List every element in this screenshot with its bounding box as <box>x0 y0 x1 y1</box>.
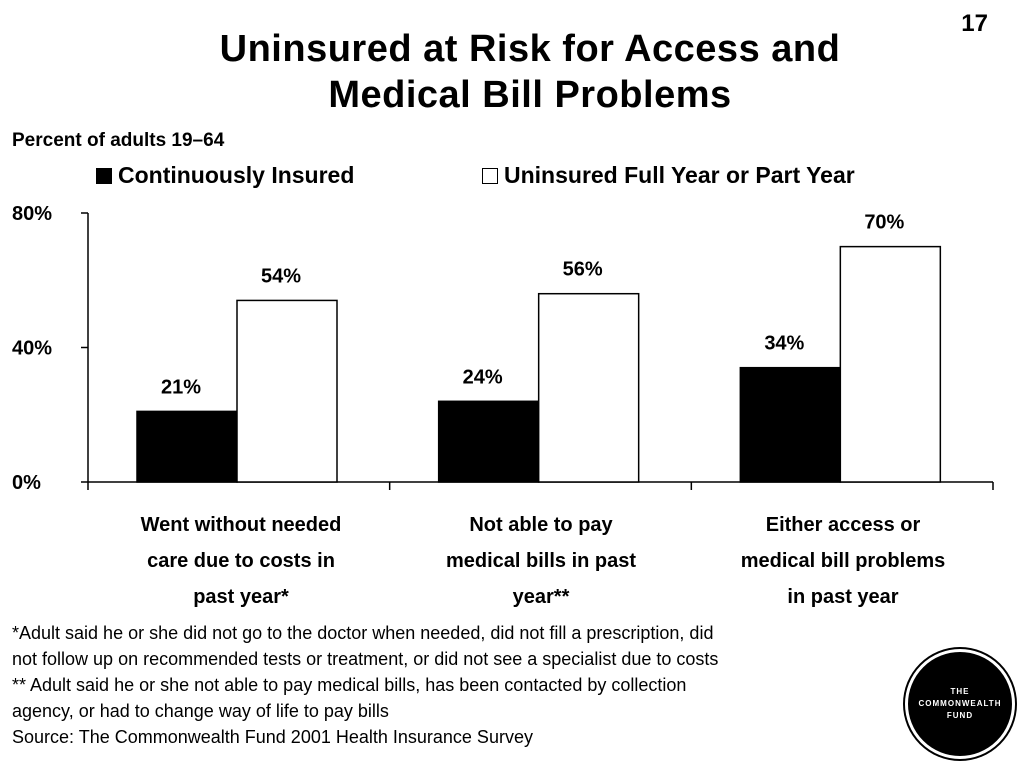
bar-uninsured-1 <box>236 299 338 483</box>
category-label-2-line-1: Not able to pay <box>469 514 613 536</box>
logo-line-1: THE <box>950 687 970 696</box>
category-label-3-line-3: in past year <box>787 586 899 608</box>
legend: Continuously Insured Uninsured Full Year… <box>96 162 976 192</box>
bar-insured-2 <box>437 400 540 483</box>
data-label-uninsured-1: 54% <box>261 265 301 287</box>
footnote-line-2: not follow up on recommended tests or tr… <box>12 649 719 669</box>
commonwealth-fund-logo: THE COMMONWEALTH FUND <box>905 649 1015 759</box>
bar-uninsured-3 <box>839 245 942 483</box>
bar-uninsured-2 <box>537 292 640 483</box>
category-label-1-line-1: Went without needed <box>140 514 342 536</box>
legend-swatch-black <box>96 167 112 184</box>
category-label-3-line-1: Either access or <box>765 514 921 536</box>
data-label-insured-2: 24% <box>463 366 503 388</box>
source-note: Source: The Commonwealth Fund 2001 Healt… <box>12 727 533 747</box>
legend-item-continuously-insured: Continuously Insured <box>96 162 354 189</box>
category-label-2-line-2: medical bills in past <box>445 550 637 572</box>
category-label-2: Not able to pay medical bills in past ye… <box>396 507 686 615</box>
slide-number: 17 <box>961 10 988 37</box>
legend-swatch-white <box>482 167 498 184</box>
legend-label-uninsured: Uninsured Full Year or Part Year <box>504 162 855 188</box>
category-label-1-line-3: past year* <box>193 586 289 608</box>
chart-title-line-2: Medical Bill Problems <box>328 74 732 116</box>
data-label-insured-3: 34% <box>764 333 804 355</box>
data-label-uninsured-2: 56% <box>563 259 603 281</box>
category-label-2-line-3: year** <box>512 586 570 608</box>
bar-chart: 0% 40% 80% 21% 24% 34% 54% 56% 70% <box>12 203 994 494</box>
logo-line-2: COMMONWEALTH <box>918 699 1002 708</box>
category-label-3: Either access or medical bill problems i… <box>698 507 988 615</box>
logo-line-3: FUND <box>946 711 974 720</box>
legend-item-uninsured: Uninsured Full Year or Part Year <box>482 162 855 189</box>
bar-insured-1 <box>136 410 238 483</box>
data-label-uninsured-3: 70% <box>864 212 904 234</box>
y-tick-label-2: 80% <box>12 203 52 225</box>
y-tick-label-1: 40% <box>12 338 52 360</box>
footnotes: *Adult said he or she did not go to the … <box>12 620 912 750</box>
category-label-3-line-2: medical bill problems <box>740 550 946 572</box>
category-label-1-line-2: care due to costs in <box>147 550 335 572</box>
footnote-line-1: *Adult said he or she did not go to the … <box>12 623 714 643</box>
chart-title: Uninsured at Risk for Access and Medical… <box>60 26 1000 118</box>
footnote-line-3: ** Adult said he or she not able to pay … <box>12 675 687 695</box>
category-label-1: Went without needed care due to costs in… <box>96 507 386 615</box>
legend-label-continuously-insured: Continuously Insured <box>118 162 355 188</box>
y-tick-label-0: 0% <box>12 472 41 494</box>
bar-insured-3 <box>739 366 842 483</box>
chart-title-line-1: Uninsured at Risk for Access and <box>219 28 841 70</box>
footnote-line-4: agency, or had to change way of life to … <box>12 701 389 721</box>
chart-subtitle: Percent of adults 19–64 <box>12 130 225 151</box>
data-label-insured-1: 21% <box>161 376 201 398</box>
